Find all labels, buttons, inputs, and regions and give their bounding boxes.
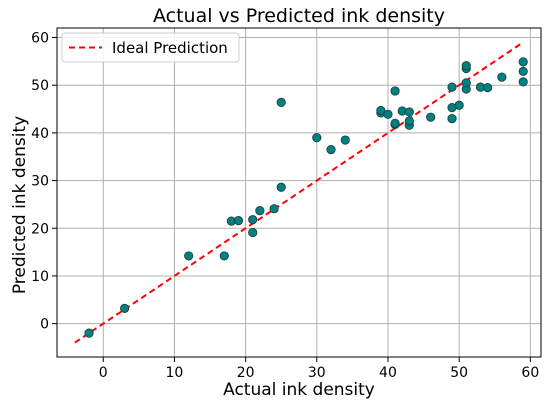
data-point bbox=[276, 97, 286, 107]
data-point bbox=[84, 328, 94, 338]
x-axis-label: Actual ink density bbox=[223, 380, 375, 400]
data-point bbox=[461, 78, 471, 88]
y-tick-label: 0 bbox=[40, 317, 49, 333]
data-point bbox=[404, 107, 414, 117]
data-point bbox=[184, 251, 194, 261]
x-tick-label: 50 bbox=[450, 365, 468, 381]
y-tick-label: 10 bbox=[31, 269, 49, 285]
data-point bbox=[518, 57, 528, 67]
x-tick-label: 40 bbox=[379, 365, 397, 381]
y-tick-label: 60 bbox=[31, 31, 49, 47]
data-point bbox=[376, 105, 386, 116]
data-point bbox=[120, 303, 130, 313]
data-point bbox=[269, 204, 279, 214]
data-point bbox=[312, 133, 322, 143]
data-point bbox=[340, 135, 350, 145]
y-tick-label: 30 bbox=[31, 174, 49, 190]
plot-frame bbox=[56, 27, 542, 358]
data-point bbox=[219, 251, 229, 261]
data-point bbox=[518, 77, 528, 87]
legend: Ideal Prediction bbox=[61, 32, 240, 63]
data-point bbox=[483, 83, 493, 93]
y-axis-ticks: 0 10 20 30 40 50 60 bbox=[31, 31, 57, 333]
x-tick-label: 0 bbox=[99, 365, 108, 381]
x-tick-label: 10 bbox=[166, 365, 184, 381]
data-point bbox=[248, 215, 258, 225]
data-point bbox=[255, 206, 265, 216]
data-point bbox=[404, 116, 414, 126]
data-point bbox=[248, 227, 258, 238]
data-point bbox=[497, 72, 507, 82]
data-point bbox=[390, 118, 400, 128]
y-tick-label: 40 bbox=[31, 126, 49, 142]
data-point bbox=[276, 182, 286, 192]
data-point bbox=[461, 61, 471, 71]
data-point bbox=[447, 82, 457, 92]
chart-title: Actual vs Predicted ink density bbox=[153, 5, 445, 27]
data-point bbox=[383, 109, 393, 119]
data-point bbox=[233, 216, 244, 226]
legend-label-ideal-prediction: Ideal Prediction bbox=[112, 39, 228, 57]
data-point bbox=[454, 100, 464, 110]
x-tick-label: 60 bbox=[521, 365, 539, 381]
x-axis-ticks: 0 10 20 30 40 50 60 bbox=[99, 357, 539, 381]
data-point bbox=[518, 66, 528, 76]
data-point bbox=[447, 113, 457, 124]
data-point bbox=[326, 144, 336, 155]
x-tick-label: 20 bbox=[237, 365, 255, 381]
points-layer bbox=[84, 57, 528, 338]
y-tick-label: 50 bbox=[31, 78, 49, 94]
data-point bbox=[426, 112, 436, 122]
y-tick-label: 20 bbox=[31, 221, 49, 237]
data-point bbox=[390, 86, 400, 96]
x-tick-label: 30 bbox=[308, 365, 326, 381]
grid-lines bbox=[57, 28, 541, 357]
legend-box bbox=[61, 32, 240, 63]
y-axis-label: Predicted ink density bbox=[10, 116, 30, 294]
